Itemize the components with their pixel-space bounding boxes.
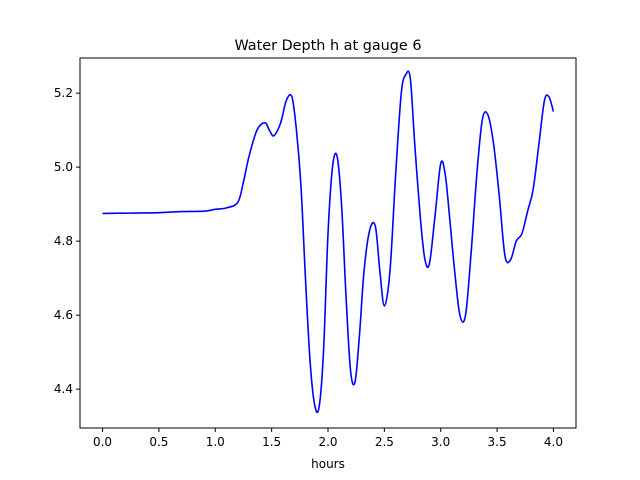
x-tick-label: 2.5 — [375, 435, 394, 449]
y-tick-label: 5.2 — [54, 86, 73, 100]
x-tick-label: 1.0 — [206, 435, 225, 449]
y-tick-label: 4.4 — [54, 382, 73, 396]
x-tick-label: 3.0 — [431, 435, 450, 449]
x-tick-label: 0.0 — [93, 435, 112, 449]
x-tick-label: 2.0 — [318, 435, 337, 449]
plot-frame — [79, 57, 577, 429]
chart-title: Water Depth h at gauge 6 — [234, 38, 421, 54]
x-tick-label: 3.5 — [488, 435, 507, 449]
x-tick-label: 1.5 — [262, 435, 281, 449]
x-tick-label: 4.0 — [544, 435, 563, 449]
y-tick-label: 4.8 — [54, 234, 73, 248]
series-line — [102, 70, 555, 414]
y-tick-label: 4.6 — [54, 308, 73, 322]
x-tick-label: 0.5 — [149, 435, 168, 449]
x-axis: 0.0 0.5 1.0 1.5 2.0 2.5 3.0 3.5 4.0 — [93, 428, 563, 449]
x-axis-label: hours — [311, 457, 345, 471]
plot-area — [102, 70, 555, 414]
y-axis: 4.4 4.6 4.8 5.0 5.2 — [54, 86, 80, 396]
y-tick-label: 5.0 — [54, 160, 73, 174]
